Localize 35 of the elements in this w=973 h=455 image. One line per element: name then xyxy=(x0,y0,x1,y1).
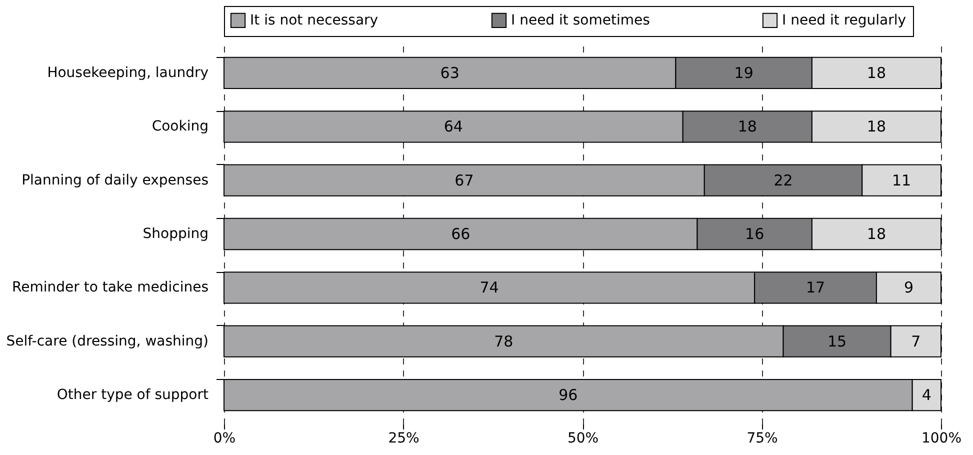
data-label: 63 xyxy=(440,64,460,82)
data-label: 4 xyxy=(922,386,932,404)
data-label: 18 xyxy=(866,64,886,82)
x-tick-label: 0% xyxy=(213,430,236,446)
data-label: 18 xyxy=(866,118,886,136)
data-label: 18 xyxy=(738,118,757,136)
data-label: 22 xyxy=(774,171,793,190)
y-tick-label: Self-care (dressing, washing) xyxy=(6,333,208,350)
data-label: 7 xyxy=(911,332,921,350)
data-label: 18 xyxy=(866,225,886,243)
legend-label: It is not necessary xyxy=(250,12,378,28)
legend-label: I need it sometimes xyxy=(511,12,650,28)
data-label: 74 xyxy=(480,278,499,297)
y-tick-label: Shopping xyxy=(142,226,208,242)
y-tick-label: Other type of support xyxy=(56,387,210,404)
data-label: 78 xyxy=(494,332,514,350)
y-tick-label: Planning of daily expenses xyxy=(22,172,208,188)
data-label: 96 xyxy=(558,386,578,404)
data-label: 17 xyxy=(806,278,826,297)
legend-label: I need it regularly xyxy=(782,12,906,28)
x-tick-label: 25% xyxy=(388,430,420,446)
data-label: 11 xyxy=(892,171,912,190)
data-label: 19 xyxy=(734,64,754,82)
data-label: 16 xyxy=(745,225,764,243)
y-tick-label: Cooking xyxy=(152,118,208,135)
x-tick-label: 75% xyxy=(746,430,778,446)
x-tick-label: 100% xyxy=(921,430,962,446)
data-label: 67 xyxy=(454,171,474,190)
y-tick-label: Housekeeping, laundry xyxy=(47,64,208,81)
data-label: 64 xyxy=(444,118,463,136)
y-tick-label: Reminder to take medicines xyxy=(12,280,208,296)
x-tick-label: 50% xyxy=(567,430,599,446)
data-label: 15 xyxy=(827,332,847,350)
data-label: 66 xyxy=(451,225,470,243)
data-label: 9 xyxy=(904,278,914,297)
